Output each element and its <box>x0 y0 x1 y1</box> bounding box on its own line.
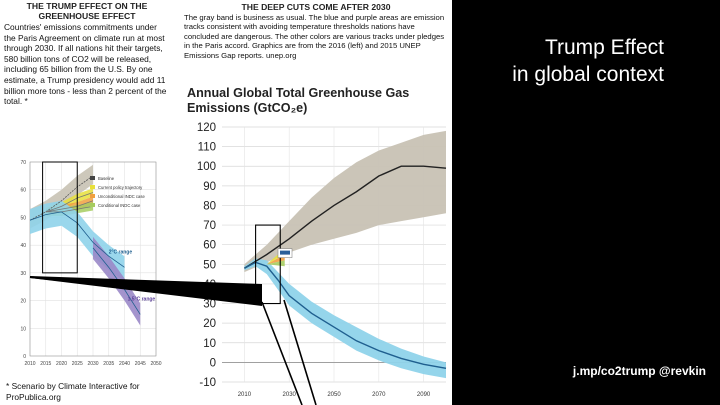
middle-panel-title: THE DEEP CUTS COME AFTER 2030 <box>241 2 391 12</box>
left-y-tick-label: 70 <box>20 160 26 166</box>
main-y-tick-label: 120 <box>197 122 216 134</box>
main-y-tick-label: 0 <box>210 357 216 369</box>
credit-link[interactable]: j.mp/co2trump @revkin <box>572 364 706 378</box>
left-y-tick-label: 60 <box>20 188 26 194</box>
main-y-tick-label: 30 <box>203 299 216 311</box>
main-chart-lines <box>244 165 447 369</box>
slide-title-line-2: in global context <box>512 63 664 86</box>
main-y-tick-label: 10 <box>203 338 216 350</box>
main-x-tick-label: 2030 <box>283 392 297 398</box>
left-y-tick-label: 50 <box>20 215 26 221</box>
left-zoom-box <box>42 161 78 274</box>
main-x-tick-label: 2010 <box>238 392 252 398</box>
left-x-tick-label: 2015 <box>40 361 51 367</box>
main-y-tick-label: 80 <box>203 200 216 212</box>
left-legend-entry: Current policy trajectory <box>98 185 143 190</box>
left-panel-footnote: * Scenario by Climate Interactive for Pr… <box>6 381 140 402</box>
left-series-line <box>45 192 94 213</box>
main-chart-bands <box>244 130 446 379</box>
middle-panel-body: The gray band is business as usual. The … <box>184 13 445 60</box>
main-x-tick-label: 2050 <box>327 392 341 398</box>
main-y-tick-label: 90 <box>203 181 216 193</box>
left-one-point-five-label: 1.5°C range <box>128 297 156 303</box>
main-y-tick-label: -10 <box>199 377 216 389</box>
left-text-block: THE TRUMP EFFECT ON THE GREENHOUSE EFFEC… <box>4 1 170 107</box>
main-y-tick-label: 40 <box>203 279 216 291</box>
main-chart-title: Annual Global Total Greenhouse Gas Emiss… <box>187 86 410 115</box>
left-y-tick-label: 10 <box>20 326 26 332</box>
main-y-tick-label: 100 <box>197 161 216 173</box>
left-x-tick-label: 2035 <box>103 361 114 367</box>
main-y-tick-label: 20 <box>203 318 216 330</box>
left-legend-entry: Unconditional INDC case <box>98 194 145 199</box>
left-legend-swatch <box>90 185 95 189</box>
left-series-line <box>45 200 94 213</box>
main-baseline-band <box>244 130 446 273</box>
dark-side-panel <box>452 0 720 405</box>
left-plot-frame <box>29 161 157 357</box>
left-y-tick-label: 0 <box>23 354 26 360</box>
left-x-tick-label: 2030 <box>87 361 98 367</box>
left-panel-body: Countries' emissions commitments under t… <box>4 22 167 107</box>
left-x-tick-label: 2020 <box>56 361 67 367</box>
middle-text-block: THE DEEP CUTS COME AFTER 2030 The gray b… <box>184 2 448 60</box>
left-legend-swatch <box>90 203 95 207</box>
left-legend-swatch <box>90 176 95 180</box>
left-legend-entry: Conditional INDC case <box>98 203 141 208</box>
left-legend-swatch <box>90 194 95 198</box>
slide-title: Trump Effect in global context <box>470 34 664 88</box>
main-y-tick-label: 50 <box>203 259 216 271</box>
left-x-tick-label: 2045 <box>135 361 146 367</box>
left-two-degree-label: 2°C range <box>109 249 133 255</box>
main-baseline-line <box>244 165 447 269</box>
left-x-tick-label: 2040 <box>119 361 130 367</box>
left-x-tick-label: 2025 <box>72 361 83 367</box>
left-series-line <box>29 175 94 221</box>
main-y-tick-label: 70 <box>203 220 216 232</box>
left-legend-entry: Baseline <box>98 176 115 181</box>
left-x-tick-label: 2010 <box>24 361 35 367</box>
main-inset-thumbnail-fill <box>280 250 290 255</box>
main-pathway-band <box>244 258 446 379</box>
left-y-tick-label: 40 <box>20 243 26 249</box>
left-y-tick-label: 30 <box>20 271 26 277</box>
left-series-line <box>45 205 94 213</box>
main-central-pathway-line <box>244 261 447 369</box>
main-x-tick-label: 2090 <box>417 392 431 398</box>
left-chart-legend: Baseline Current policy trajectory Uncondi… <box>90 176 145 208</box>
slide-title-line-1: Trump Effect <box>544 36 664 59</box>
left-y-tick-label: 20 <box>20 299 26 305</box>
main-y-tick-label: 110 <box>198 142 216 154</box>
left-x-tick-label: 2050 <box>150 361 161 367</box>
main-x-tick-label: 2070 <box>372 392 386 398</box>
main-y-tick-label: 60 <box>203 240 216 252</box>
left-panel-title: THE TRUMP EFFECT ON THE GREENHOUSE EFFEC… <box>26 1 148 21</box>
